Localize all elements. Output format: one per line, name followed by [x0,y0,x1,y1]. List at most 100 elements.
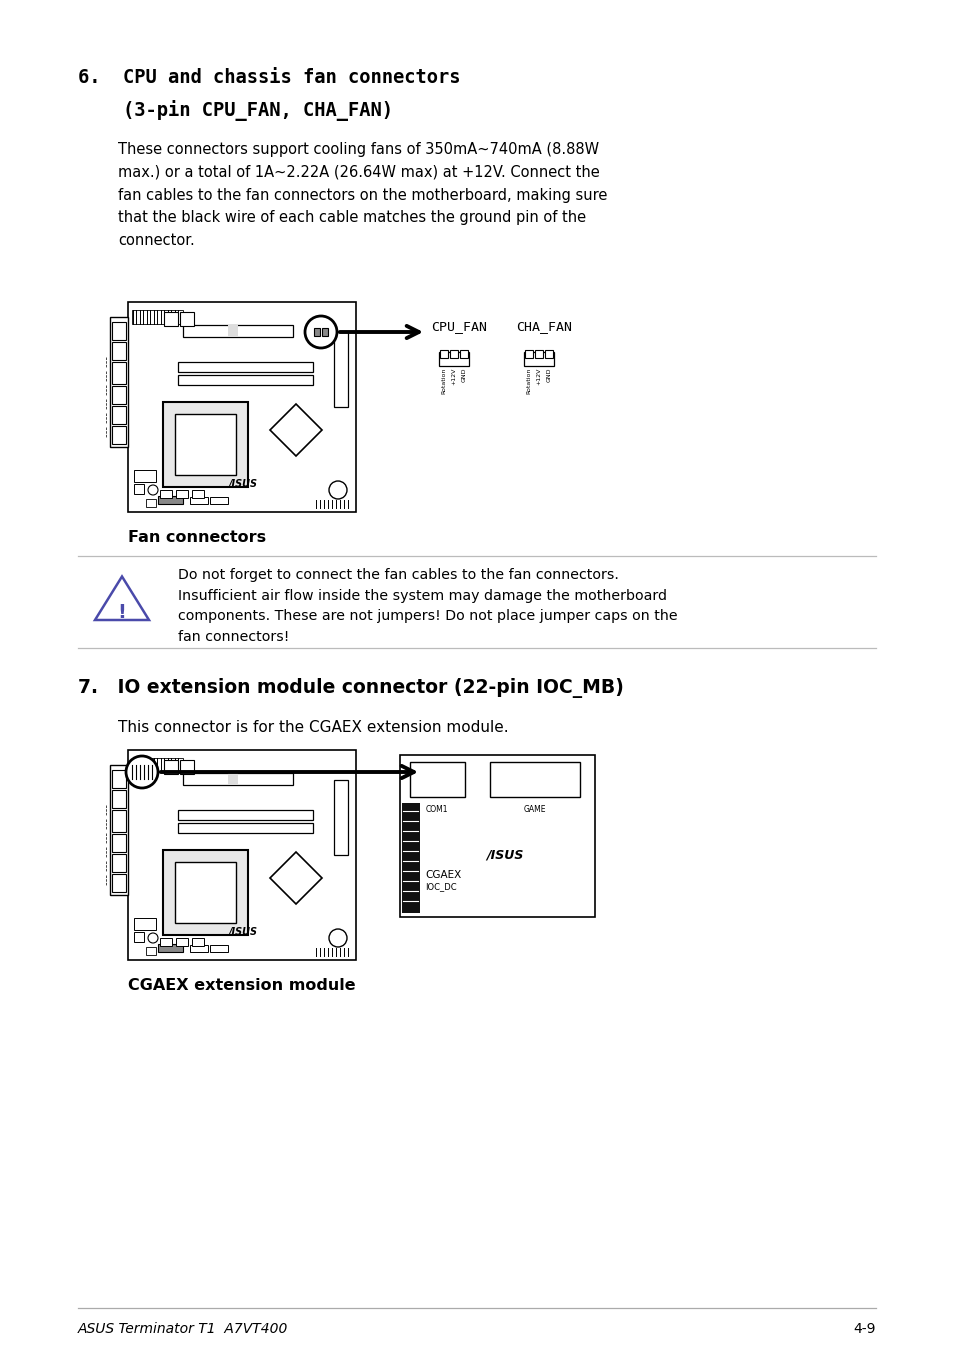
Bar [112,811,126,832]
Bar [133,917,156,929]
Bar [128,750,355,961]
Bar [544,350,553,358]
Bar [490,762,579,797]
Text: ASUS Terminator T1  A7VT400: ASUS Terminator T1 A7VT400 [78,1323,288,1336]
Bar [158,944,183,952]
Bar [160,938,172,946]
Bar [190,497,208,504]
Bar [112,770,126,788]
Text: 4-9: 4-9 [853,1323,875,1336]
Bar [146,947,156,955]
Bar [459,350,468,358]
Text: IOC_DC: IOC_DC [424,882,456,892]
Circle shape [329,481,347,499]
Bar [439,350,448,358]
Bar [180,761,193,774]
Bar [146,499,156,507]
Bar [523,353,554,366]
Bar [112,854,126,871]
Bar [401,802,419,913]
Text: 6.  CPU and chassis fan connectors: 6. CPU and chassis fan connectors [78,68,460,86]
Bar [164,761,178,774]
Circle shape [126,757,158,788]
Bar [133,470,156,482]
Bar [178,823,313,834]
Polygon shape [270,404,322,457]
Text: GAME: GAME [523,805,546,815]
Bar [192,490,204,499]
Text: 7.   IO extension module connector (22-pin IOC_MB): 7. IO extension module connector (22-pin… [78,678,623,698]
Bar [314,328,319,336]
Bar [183,773,293,785]
Text: GND: GND [461,367,466,382]
Text: CPU_FAN: CPU_FAN [431,320,486,332]
Bar [133,484,144,494]
Bar [110,765,128,894]
Text: COM1: COM1 [425,805,448,815]
Text: These connectors support cooling fans of 350mA~740mA (8.88W
max.) or a total of : These connectors support cooling fans of… [118,142,607,249]
Text: Fan connectors: Fan connectors [128,530,266,544]
Bar [210,497,228,504]
Text: +12V: +12V [536,367,541,385]
Bar [178,376,313,385]
Text: /ISUS: /ISUS [486,848,523,862]
Bar [210,944,228,952]
Bar [110,317,128,447]
Bar [163,850,248,935]
Bar [164,312,178,326]
Text: CHA_FAN: CHA_FAN [516,320,572,332]
Bar [112,386,126,404]
Text: This connector is for the CGAEX extension module.: This connector is for the CGAEX extensio… [118,720,508,735]
Bar [112,342,126,359]
Circle shape [148,485,158,494]
Bar [132,309,183,324]
Bar [158,496,183,504]
Bar [133,932,144,942]
Bar [535,350,542,358]
Polygon shape [270,852,322,904]
Bar [410,762,464,797]
Text: Rotation: Rotation [441,367,446,394]
Circle shape [305,316,336,349]
Bar [112,834,126,852]
Text: !: ! [117,603,127,621]
Bar [334,780,348,855]
Bar [128,303,355,512]
Bar [178,362,313,372]
Bar [190,944,208,952]
Text: CGAEX: CGAEX [424,870,460,880]
Bar [322,328,328,336]
Bar [174,413,235,476]
Bar [438,353,469,366]
Bar [228,326,237,336]
Bar [183,326,293,336]
Bar [450,350,457,358]
Text: +12V: +12V [451,367,456,385]
Text: (3-pin CPU_FAN, CHA_FAN): (3-pin CPU_FAN, CHA_FAN) [78,100,393,122]
Bar [112,362,126,384]
Bar [334,332,348,407]
Bar [163,403,248,486]
Bar [175,938,188,946]
Text: /ISUS: /ISUS [229,480,257,489]
Text: /ISUS: /ISUS [229,927,257,938]
Bar [228,773,237,785]
Text: Do not forget to connect the fan cables to the fan connectors.
Insufficient air : Do not forget to connect the fan cables … [178,567,677,644]
Bar [180,312,193,326]
Polygon shape [95,577,149,620]
Bar [174,862,235,923]
Bar [112,407,126,424]
Bar [132,758,183,771]
Bar [112,322,126,340]
Bar [524,350,533,358]
Bar [192,938,204,946]
Circle shape [148,934,158,943]
Text: Rotation: Rotation [526,367,531,394]
Text: GND: GND [546,367,551,382]
Text: CGAEX extension module: CGAEX extension module [128,978,355,993]
Bar [175,490,188,499]
Bar [112,874,126,892]
Bar [112,790,126,808]
Bar [112,426,126,444]
Bar [178,811,313,820]
